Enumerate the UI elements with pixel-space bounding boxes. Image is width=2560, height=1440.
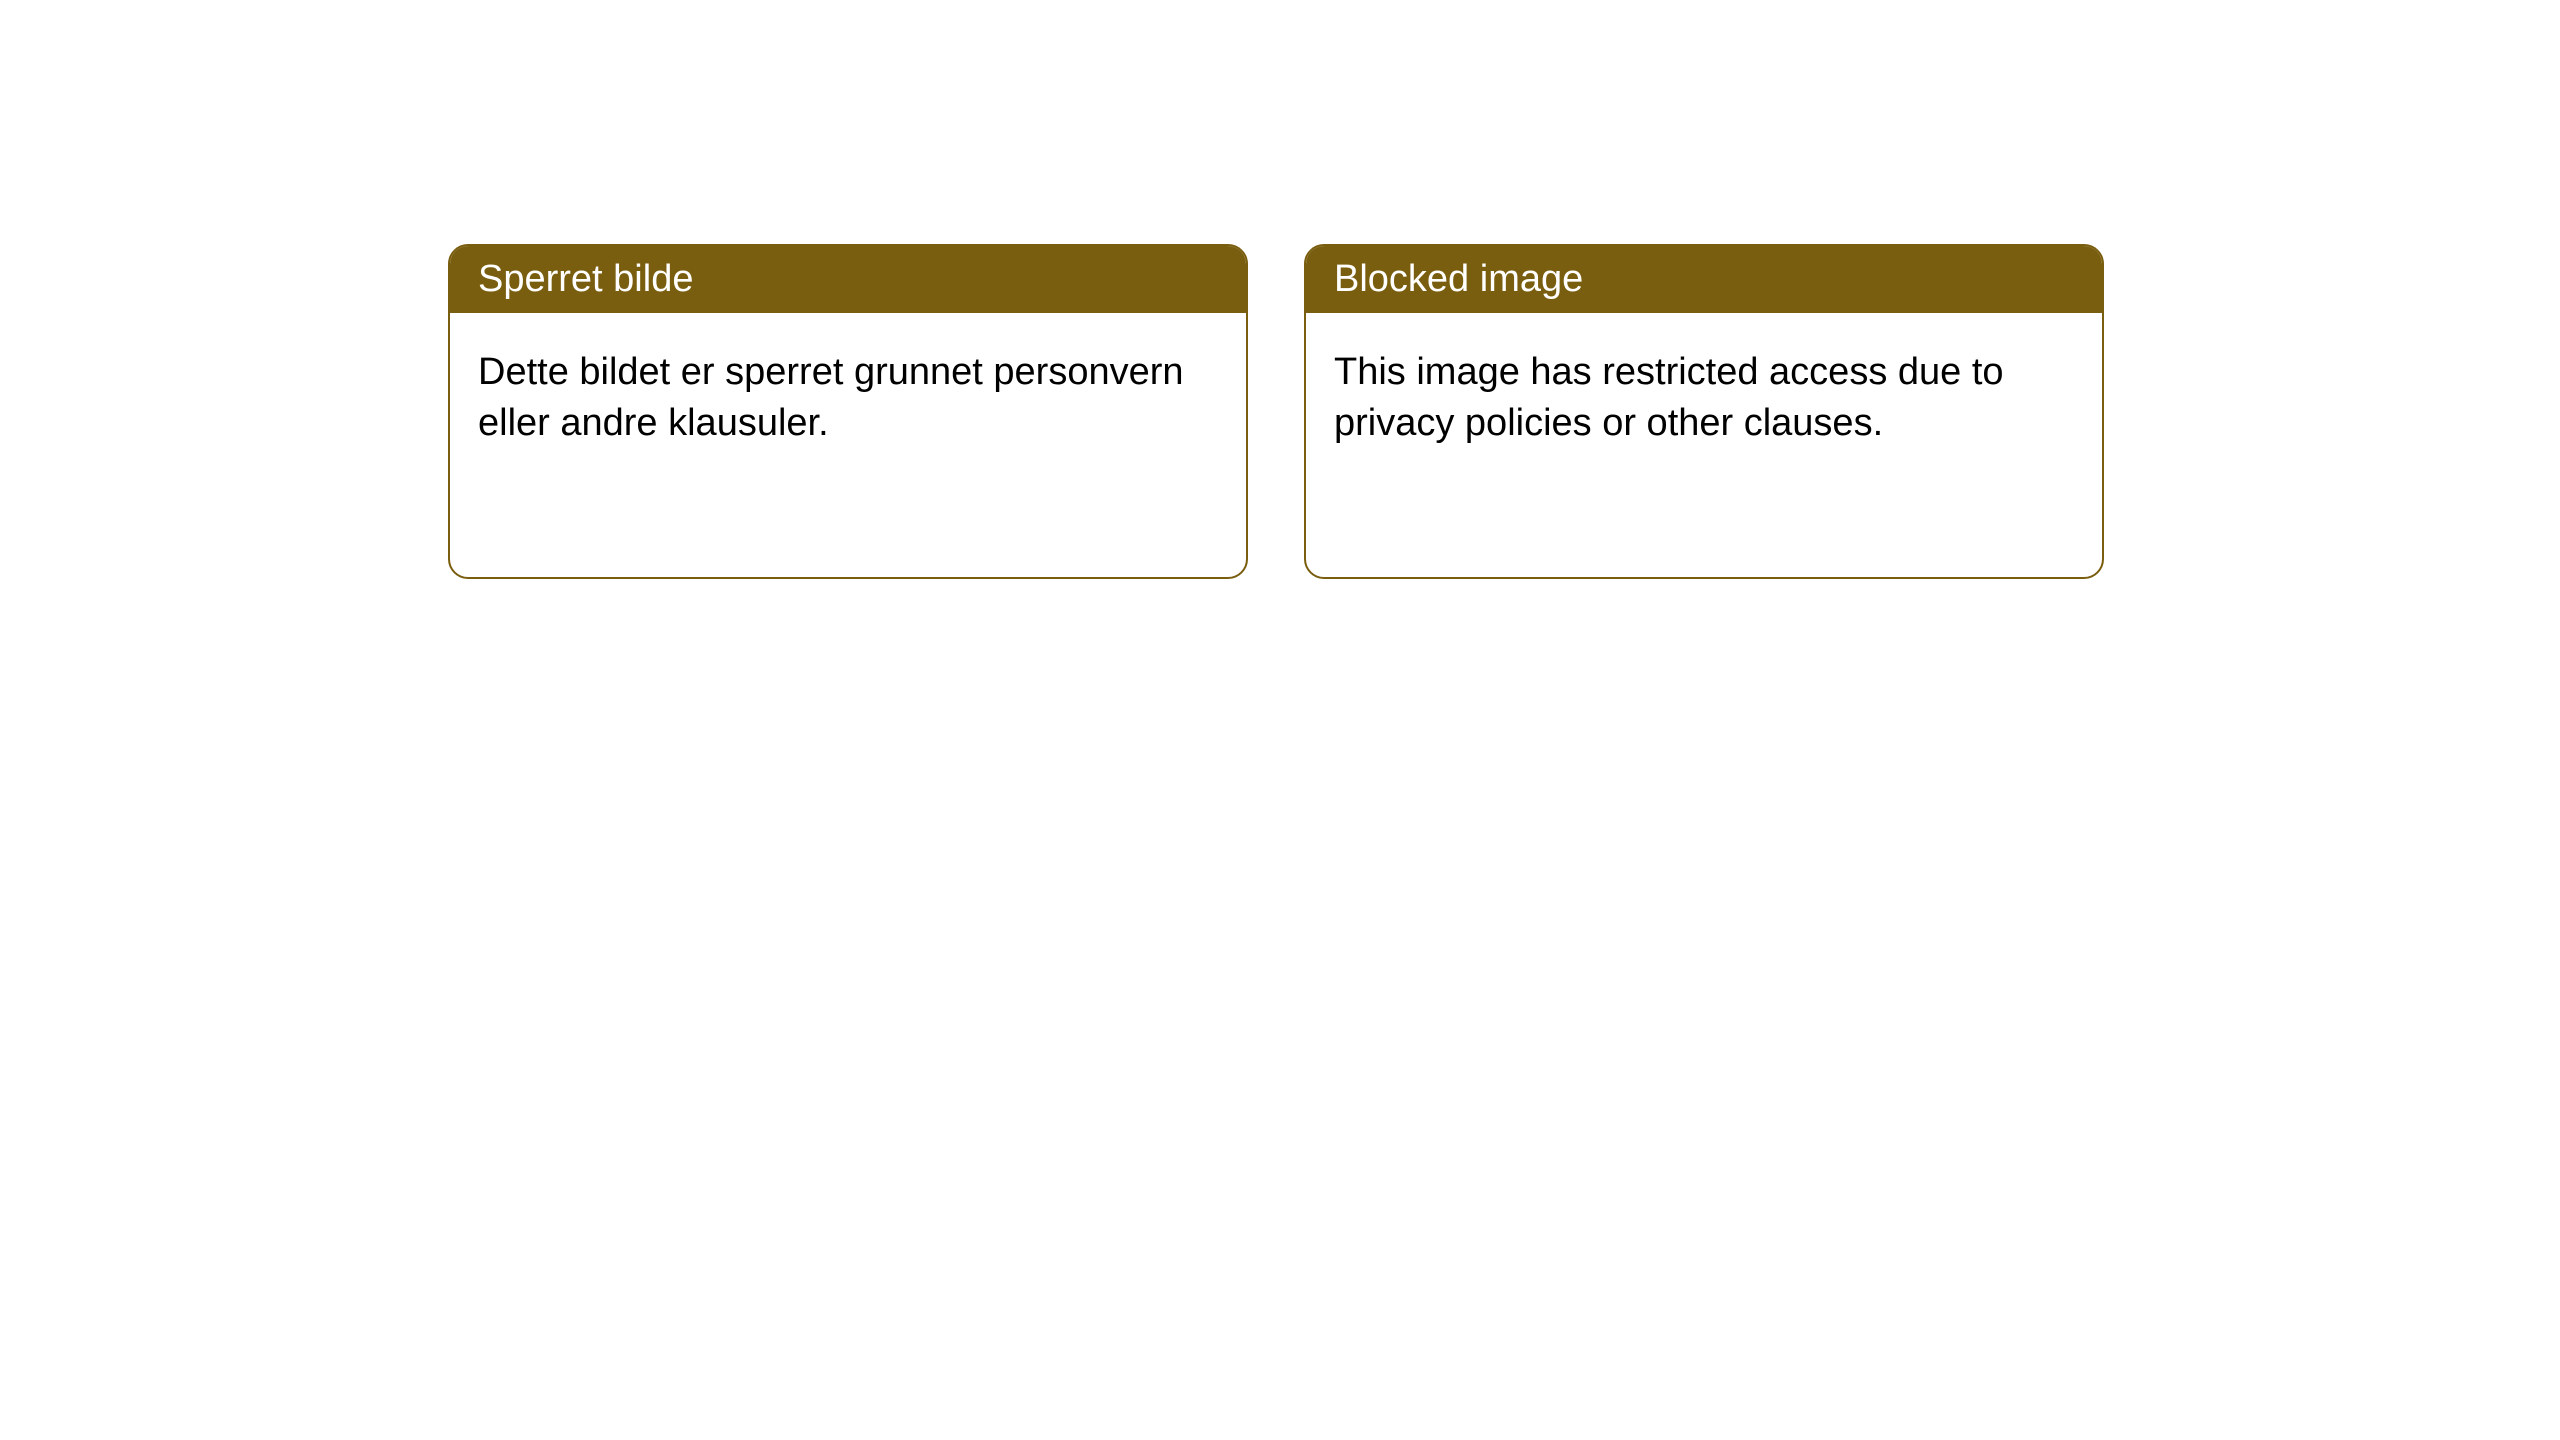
card-body-text: This image has restricted access due to … xyxy=(1334,351,2004,444)
card-body: Dette bildet er sperret grunnet personve… xyxy=(450,313,1246,484)
card-body: This image has restricted access due to … xyxy=(1306,313,2102,484)
notice-card-norwegian: Sperret bilde Dette bildet er sperret gr… xyxy=(448,244,1248,579)
card-header: Blocked image xyxy=(1306,246,2102,313)
card-body-text: Dette bildet er sperret grunnet personve… xyxy=(478,351,1184,444)
notice-card-english: Blocked image This image has restricted … xyxy=(1304,244,2104,579)
card-title: Blocked image xyxy=(1334,258,1583,300)
notice-cards-container: Sperret bilde Dette bildet er sperret gr… xyxy=(448,244,2104,579)
card-title: Sperret bilde xyxy=(478,258,693,300)
card-header: Sperret bilde xyxy=(450,246,1246,313)
